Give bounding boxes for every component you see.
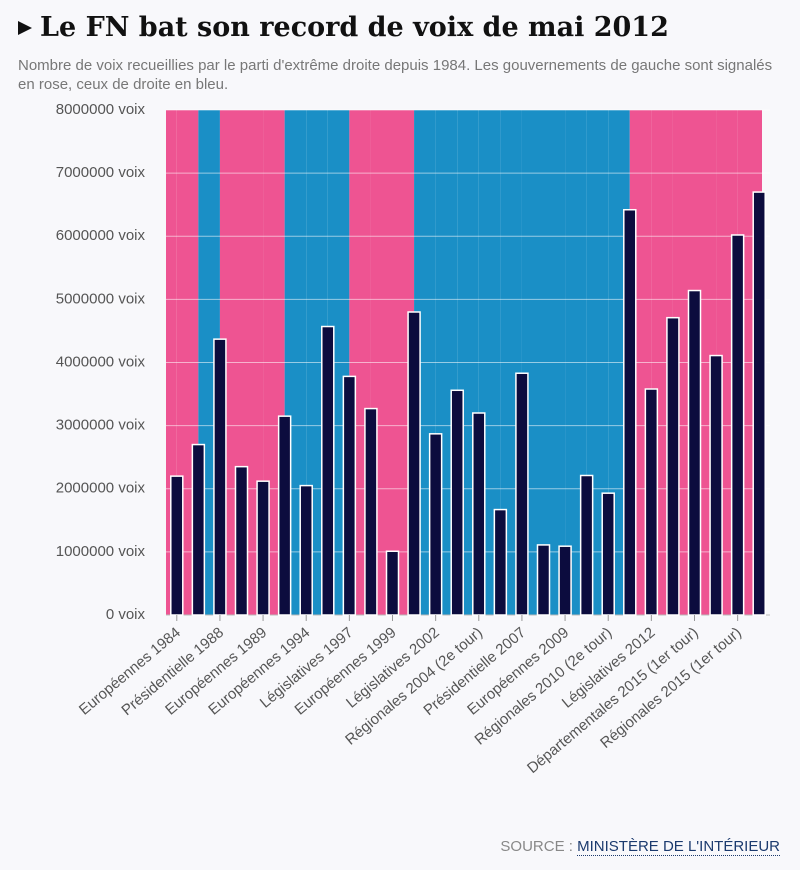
bar <box>644 388 659 616</box>
bar <box>623 208 637 616</box>
bar <box>709 354 723 616</box>
bar <box>277 415 292 616</box>
y-tick-label: 1000000 voix <box>56 543 146 560</box>
source-label: SOURCE : <box>500 838 573 855</box>
bar <box>493 508 508 616</box>
bar <box>407 311 421 616</box>
bar <box>450 389 464 616</box>
bar <box>213 338 227 616</box>
y-tick-label: 2000000 voix <box>56 480 146 497</box>
bar <box>515 372 529 616</box>
title-icon <box>18 20 32 35</box>
source-link[interactable]: MINISTÈRE DE L'INTÉRIEUR <box>577 838 780 856</box>
source: SOURCE : MINISTÈRE DE L'INTÉRIEUR <box>500 838 780 856</box>
bar <box>687 289 702 616</box>
bar <box>321 325 335 616</box>
bar <box>256 480 270 616</box>
bar <box>558 545 572 616</box>
y-tick-label: 5000000 voix <box>56 290 146 307</box>
chart: 0 voix 1000000 voix 2000000 voix 3000000 vo… <box>56 101 770 777</box>
y-tick-label: 0 voix <box>106 606 146 623</box>
bar <box>428 433 443 616</box>
bar <box>170 475 184 616</box>
bar <box>666 316 680 616</box>
y-tick-label: 4000000 voix <box>56 353 146 370</box>
y-tick-label: 8000000 voix <box>56 101 146 118</box>
chart-title: Le FN bat son record de voix de mai 2012 <box>40 12 669 43</box>
bar <box>385 550 400 616</box>
y-tick-label: 7000000 voix <box>56 164 146 181</box>
bar <box>730 234 745 616</box>
bar <box>472 412 486 616</box>
bar <box>299 484 313 616</box>
bar <box>234 465 249 616</box>
bar <box>752 191 766 616</box>
bar <box>191 443 206 616</box>
y-tick-label: 6000000 voix <box>56 227 146 244</box>
bar <box>601 492 615 616</box>
y-tick-label: 3000000 voix <box>56 417 146 434</box>
title-row: Le FN bat son record de voix de mai 2012 <box>18 12 669 43</box>
bar <box>342 375 357 616</box>
bar <box>364 407 378 616</box>
bar <box>579 474 594 616</box>
bar <box>536 544 551 616</box>
chart-subtitle: Nombre de voix recueillies par le parti … <box>18 57 773 93</box>
